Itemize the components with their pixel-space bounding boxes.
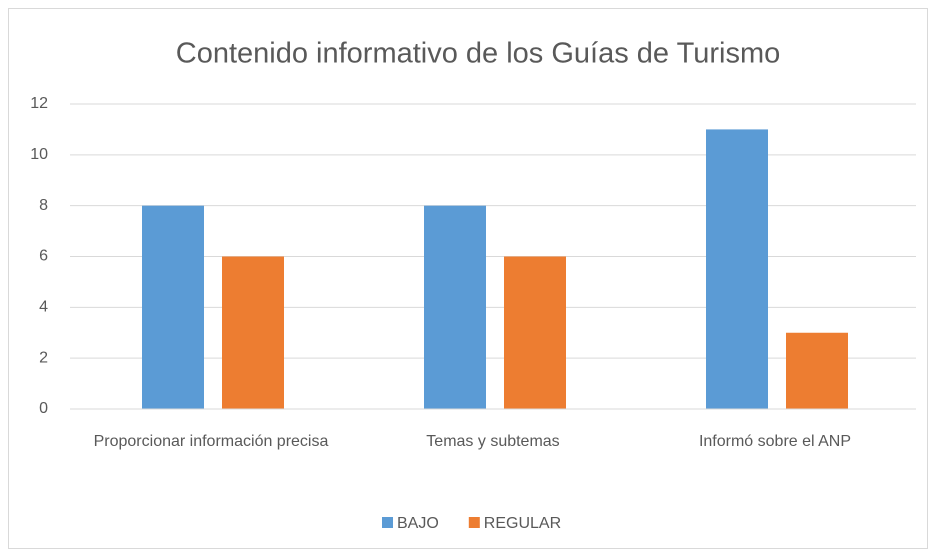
y-tick-label: 6 — [39, 248, 48, 265]
chart-title: Contenido informativo de los Guías de Tu… — [176, 38, 780, 70]
y-tick-label: 0 — [39, 400, 48, 417]
bar — [142, 205, 204, 409]
bar — [786, 332, 848, 409]
bar — [504, 256, 566, 409]
bar — [424, 205, 486, 409]
x-tick-label: Temas y subtemas — [426, 433, 560, 450]
legend-label: BAJO — [397, 515, 439, 532]
legend-label: REGULAR — [484, 515, 561, 532]
legend-swatch — [382, 517, 393, 528]
legend-swatch — [468, 517, 480, 528]
x-tick-label: Proporcionar información precisa — [93, 433, 329, 450]
y-tick-label: 10 — [30, 146, 48, 163]
y-tick-label: 12 — [30, 95, 48, 112]
y-tick-label: 8 — [39, 197, 48, 214]
y-tick-label: 4 — [39, 299, 48, 316]
bar — [222, 256, 284, 409]
x-tick-label: Informó sobre el ANP — [698, 433, 852, 450]
y-tick-label: 2 — [39, 349, 48, 366]
bar — [706, 129, 768, 409]
